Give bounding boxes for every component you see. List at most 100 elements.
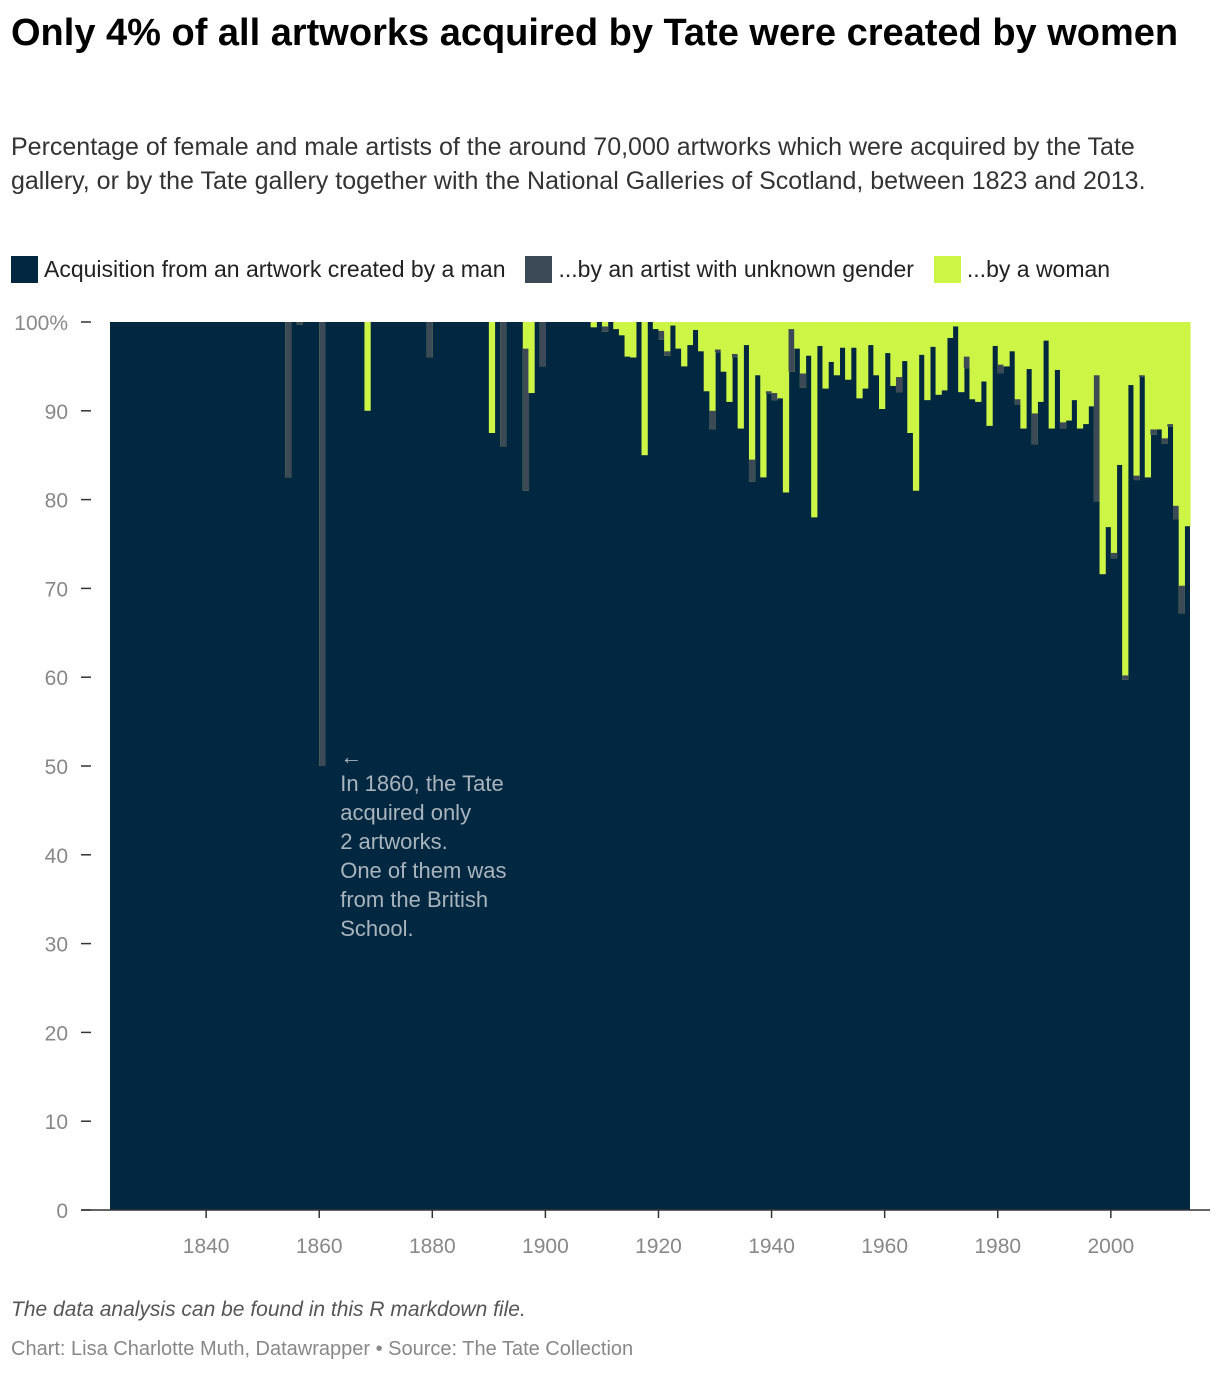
- bar-woman-2007: [1150, 322, 1157, 435]
- bar-woman-1868: [364, 322, 371, 411]
- bar-woman-1995: [1082, 322, 1089, 425]
- bar-woman-1941: [777, 322, 784, 399]
- bar-woman-2013: [1184, 322, 1191, 527]
- x-tick-label-1960: 1960: [861, 1235, 908, 1258]
- legend-item-woman: ...by a woman: [933, 256, 1110, 283]
- bar-woman-1964: [907, 322, 914, 433]
- legend-label-unknown: ...by an artist with unknown gender: [558, 256, 914, 282]
- bar-woman-1912: [613, 322, 620, 330]
- bar-woman-1983: [1014, 322, 1021, 405]
- legend-swatch-unknown: [525, 256, 553, 283]
- x-tick-label-1980: 1980: [974, 1235, 1021, 1258]
- legend: Acquisition from an artwork created by a…: [11, 256, 1130, 283]
- annotation-line-2: acquired only: [340, 800, 471, 825]
- bar-woman-1948: [816, 322, 824, 346]
- bar-unknown-1892: [500, 322, 507, 447]
- bar-unknown-1939: [765, 391, 773, 394]
- bar-woman-1993: [1071, 322, 1078, 401]
- bar-woman-1923: [675, 322, 682, 349]
- bar-unknown-1997: [1093, 375, 1101, 502]
- bar-unknown-1980: [997, 364, 1005, 374]
- bar-unknown-2002: [1122, 675, 1129, 680]
- annotation-line-6: School.: [340, 916, 413, 941]
- annotation-line-4: One of them was: [340, 858, 506, 883]
- bar-unknown-1983: [1014, 399, 1021, 405]
- bar-woman-1968: [929, 322, 937, 347]
- bar-woman-1981: [1003, 322, 1010, 367]
- bar-unknown-1896: [522, 348, 530, 491]
- bar-woman-1982: [1009, 322, 1016, 352]
- annotation-line-3: 2 artworks.: [340, 829, 448, 854]
- bar-unknown-1910: [601, 326, 609, 332]
- y-tick-label-0: 0: [56, 1200, 68, 1223]
- bar-woman-1940: [771, 322, 778, 401]
- bar-unknown-1936: [748, 459, 756, 482]
- bar-woman-1989: [1048, 322, 1055, 429]
- bar-unknown-1929: [709, 410, 716, 430]
- legend-swatch-man: [11, 256, 38, 283]
- bar-woman-1919: [652, 322, 660, 330]
- x-tick-label-1940: 1940: [748, 1235, 795, 1258]
- bar-unknown-1899: [539, 322, 546, 367]
- y-tick-label-100: 100%: [14, 312, 68, 335]
- bar-woman-1970: [941, 322, 948, 391]
- y-tick-label-90: 90: [45, 401, 68, 424]
- y-tick-label-30: 30: [45, 934, 68, 957]
- bar-woman-1961: [890, 322, 897, 386]
- bar-woman-2005: [1139, 322, 1146, 378]
- chart-title: Only 4% of all artworks acquired by Tate…: [11, 12, 1179, 54]
- bar-unknown-1921: [664, 351, 671, 356]
- bar-woman-1925: [686, 322, 694, 346]
- chart-plot: 0 10 20 30 40 50 60 70 80 90 100% 1840 1860 1880 1900 1…: [14, 312, 1210, 1258]
- bar-woman-1973: [958, 322, 965, 393]
- bar-unknown-2005: [1139, 375, 1146, 378]
- bar-woman-1975: [969, 322, 976, 400]
- bar-unknown-2007: [1150, 429, 1157, 435]
- bar-woman-1998: [1099, 322, 1106, 575]
- bar-woman-1950: [828, 322, 835, 362]
- chart-byline: Chart: Lisa Charlotte Muth, Datawrapper …: [11, 1338, 634, 1360]
- bar-woman-1932: [726, 322, 733, 402]
- bar-woman-1987: [1037, 322, 1044, 402]
- annotation-line-1: In 1860, the Tate: [340, 771, 504, 796]
- y-tick-label-70: 70: [45, 578, 68, 601]
- bar-woman-2010: [1167, 322, 1174, 427]
- bar-woman-1962: [895, 322, 903, 393]
- bar-woman-2011: [1173, 322, 1180, 520]
- bar-woman-1933: [731, 322, 739, 358]
- bar-woman-2012: [1178, 322, 1185, 614]
- bar-unknown-1940: [771, 393, 778, 401]
- x-tick-label-1900: 1900: [522, 1235, 569, 1258]
- bar-unknown-2012: [1178, 585, 1185, 614]
- x-tick-label-1840: 1840: [183, 1235, 230, 1258]
- bar-unknown-1974: [963, 356, 971, 369]
- bar-woman-1944: [794, 322, 801, 349]
- bar-woman-1955: [856, 322, 863, 399]
- bar-woman-1979: [992, 322, 999, 346]
- bar-unknown-1943: [788, 329, 795, 372]
- legend-item-unknown: ...by an artist with unknown gender: [525, 256, 914, 283]
- bar-unknown-2011: [1173, 505, 1180, 520]
- bar-woman-1914: [624, 322, 631, 357]
- y-tick-label-10: 10: [45, 1111, 68, 1134]
- bar-woman-1986: [1031, 322, 1038, 445]
- bar-woman-1908: [590, 322, 597, 328]
- bar-woman-1939: [765, 322, 773, 394]
- bar-woman-1931: [720, 322, 727, 372]
- bar-unknown-1920: [658, 330, 665, 340]
- bar-woman-1959: [879, 322, 886, 410]
- bar-woman-1937: [754, 322, 761, 376]
- y-tick-label-80: 80: [45, 490, 68, 513]
- bar-woman-1936: [748, 322, 756, 482]
- bar-woman-1967: [924, 322, 931, 401]
- bar-unknown-2010: [1167, 424, 1174, 427]
- bar-unknown-1879: [426, 322, 433, 358]
- bar-woman-1917: [641, 322, 648, 456]
- bar-woman-1957: [867, 322, 874, 346]
- bar-woman-1915: [630, 322, 637, 358]
- bar-woman-2008: [1156, 322, 1163, 430]
- bar-woman-1958: [873, 322, 880, 376]
- bar-woman-1978: [986, 322, 993, 426]
- bar-woman-1938: [760, 322, 767, 478]
- bar-woman-1929: [709, 322, 716, 430]
